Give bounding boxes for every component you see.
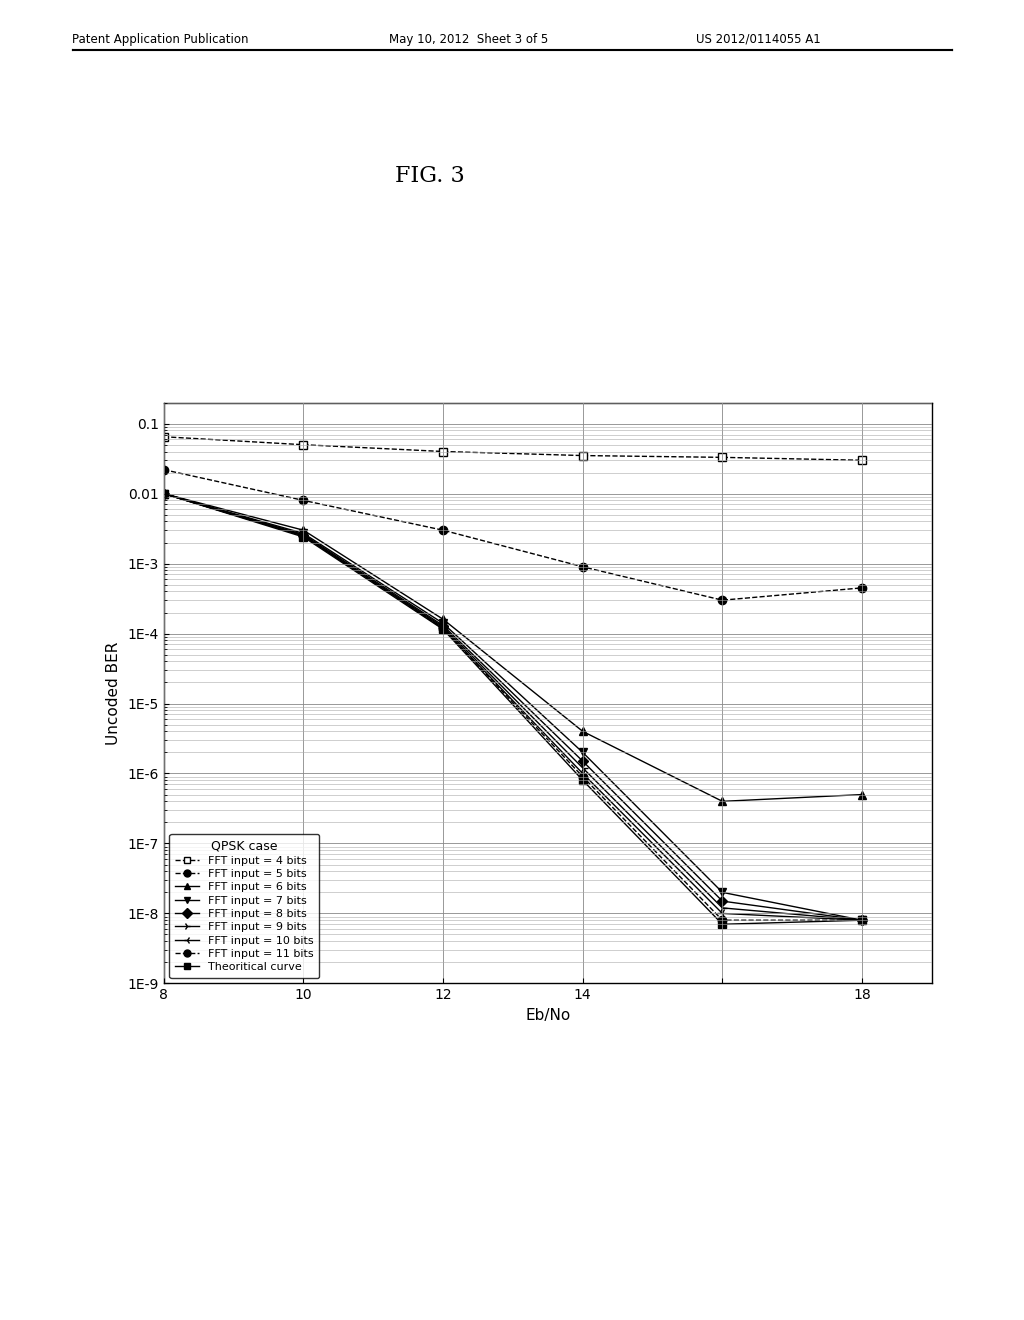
Y-axis label: Uncoded BER: Uncoded BER — [105, 642, 121, 744]
Legend: FFT input = 4 bits, FFT input = 5 bits, FFT input = 6 bits, FFT input = 7 bits, : FFT input = 4 bits, FFT input = 5 bits, … — [169, 834, 319, 978]
Text: Patent Application Publication: Patent Application Publication — [72, 33, 248, 46]
X-axis label: Eb/No: Eb/No — [525, 1007, 570, 1023]
Text: FIG. 3: FIG. 3 — [395, 165, 465, 187]
Text: US 2012/0114055 A1: US 2012/0114055 A1 — [696, 33, 821, 46]
Text: May 10, 2012  Sheet 3 of 5: May 10, 2012 Sheet 3 of 5 — [389, 33, 549, 46]
